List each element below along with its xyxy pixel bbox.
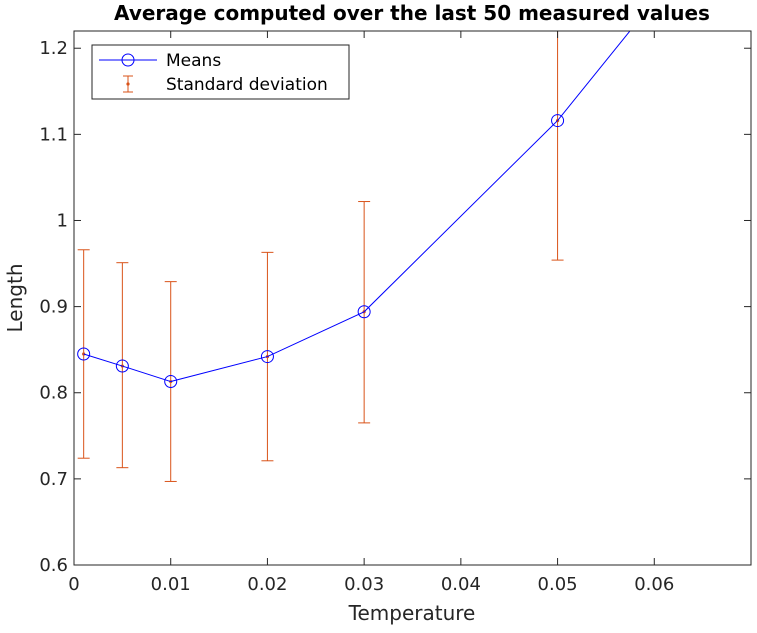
y-tick-label: 0.8 (39, 383, 68, 404)
plot-area (74, 31, 751, 565)
x-tick-label: 0.01 (151, 574, 191, 595)
means-point (551, 114, 565, 128)
x-axis-ticks: 0 0.01 0.02 0.03 0.04 0.05 0.06 (68, 31, 674, 595)
y-axis-label: Length (3, 264, 27, 333)
x-tick-label: 0 (68, 574, 79, 595)
x-tick-label: 0.06 (634, 574, 674, 595)
x-tick-label: 0.04 (441, 574, 481, 595)
x-axis-label: Temperature (348, 601, 476, 625)
legend: Means Standard deviation (91, 44, 350, 100)
x-tick-label: 0.03 (344, 574, 384, 595)
legend-std-dot (126, 82, 130, 86)
y-tick-label: 1.2 (39, 38, 68, 59)
means-point (77, 347, 91, 361)
y-tick-label: 0.6 (39, 555, 68, 576)
means-point (260, 350, 274, 364)
axes-box (73, 30, 752, 566)
legend-std-label: Standard deviation (166, 75, 328, 95)
legend-means-marker (121, 53, 135, 67)
means-series (83, 31, 631, 383)
y-tick-label: 1.1 (39, 124, 68, 145)
means-markers (77, 114, 565, 389)
means-point (357, 305, 371, 319)
chart-title: Average computed over the last 50 measur… (114, 1, 710, 25)
x-tick-label: 0.05 (538, 574, 578, 595)
means-line (83, 31, 631, 383)
legend-box (91, 44, 350, 100)
legend-means-label: Means (166, 51, 221, 71)
means-point (115, 359, 129, 373)
y-tick-label: 0.7 (39, 469, 68, 490)
means-point (164, 375, 178, 389)
y-axis-ticks: 0.6 0.7 0.8 0.9 1 1.1 1.2 (39, 38, 751, 576)
y-tick-label: 1 (57, 210, 68, 231)
x-tick-label: 0.02 (247, 574, 287, 595)
y-tick-label: 0.9 (39, 297, 68, 318)
